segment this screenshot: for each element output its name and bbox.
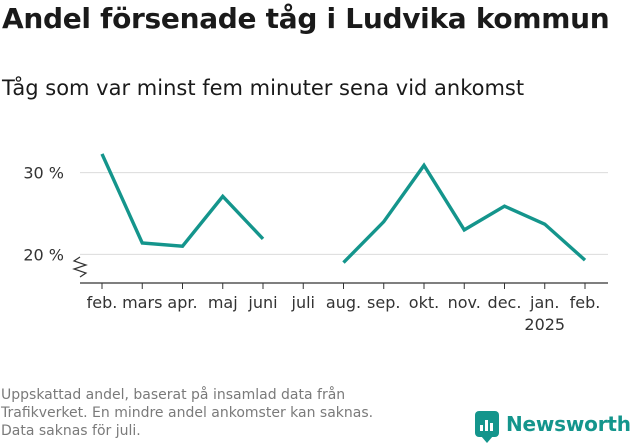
x-tick-label: dec. bbox=[488, 293, 522, 312]
footnote-line: Trafikverket. En mindre andel ankomster … bbox=[1, 405, 374, 421]
footnote: Uppskattad andel, baserat på insamlad da… bbox=[1, 386, 431, 440]
bar-chart-icon bbox=[475, 411, 499, 443]
x-tick-label: apr. bbox=[167, 293, 197, 312]
brand-name: Newsworthy bbox=[506, 412, 631, 436]
x-tick-label: nov. bbox=[448, 293, 481, 312]
x-tick-label: feb. bbox=[570, 293, 601, 312]
x-axis bbox=[72, 256, 608, 284]
newsworthy-logo: Newsworthy bbox=[475, 409, 631, 443]
y-tick-label: 30 % bbox=[23, 164, 64, 183]
x-tick-label: okt. bbox=[409, 293, 439, 312]
x-tick-label: mars bbox=[122, 293, 162, 312]
x-tick-label: jan. bbox=[529, 293, 559, 312]
axis-break-mark bbox=[72, 256, 88, 278]
series-line bbox=[100, 153, 265, 248]
y-tick-label: 20 % bbox=[23, 245, 64, 264]
chart-title: Andel försenade tåg i Ludvika kommun bbox=[2, 2, 610, 35]
x-tick-label: maj bbox=[208, 293, 238, 312]
footnote-line: Data saknas för juli. bbox=[1, 423, 141, 439]
x-year-label: 2025 bbox=[524, 315, 565, 334]
series-lines bbox=[100, 153, 587, 264]
x-axis-ticks: feb. mars apr. maj juni juli aug. sep. okt. nov. d… bbox=[87, 283, 601, 334]
series-line bbox=[342, 162, 587, 264]
x-tick-label: juni bbox=[247, 293, 277, 312]
footnote-line: Uppskattad andel, baserat på insamlad da… bbox=[1, 387, 346, 403]
y-axis-ticks: 20 % 30 % bbox=[23, 164, 64, 265]
gridlines bbox=[80, 172, 608, 255]
x-tick-label: sep. bbox=[367, 293, 400, 312]
x-tick-label: aug. bbox=[326, 293, 361, 312]
chart-subtitle: Tåg som var minst fem minuter sena vid a… bbox=[2, 76, 525, 100]
x-tick-label: feb. bbox=[87, 293, 118, 312]
x-tick-label: juli bbox=[291, 293, 315, 312]
